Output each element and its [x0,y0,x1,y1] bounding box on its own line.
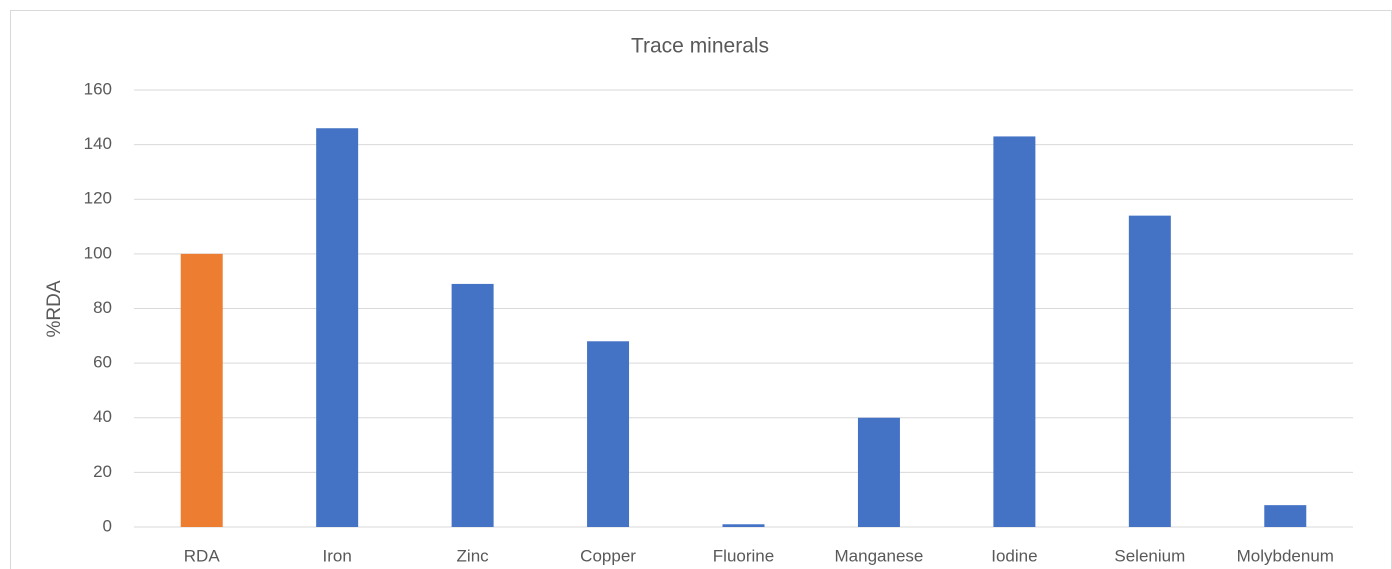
bar [587,341,630,527]
bar [180,253,223,527]
y-tick-label: 120 [84,189,112,208]
x-tick-label: Manganese [835,546,924,565]
y-tick-label: 80 [93,298,112,317]
bar [722,524,765,527]
x-tick-label: Zinc [457,546,490,565]
x-tick-label: Molybdenum [1237,546,1334,565]
x-tick-label: Iodine [991,546,1037,565]
y-tick-label: 160 [84,79,112,98]
x-tick-label: Iron [323,546,352,565]
y-tick-label: 0 [103,516,112,535]
x-tick-label: Selenium [1114,546,1185,565]
y-axis-label: %RDA [44,280,65,337]
x-tick-label: Copper [580,546,636,565]
y-tick-label: 60 [93,353,112,372]
y-tick-label: 140 [84,134,112,153]
y-tick-label: 100 [84,243,112,262]
x-tick-label: Fluorine [713,546,774,565]
bar [1264,505,1307,527]
x-tick-label: RDA [184,546,221,565]
chart-title: Trace minerals [631,35,769,58]
bar [993,136,1036,527]
bar [1128,215,1171,527]
y-tick-label: 20 [93,462,112,481]
bar [451,283,494,527]
bar [857,417,900,527]
bar [316,128,359,528]
y-tick-label: 40 [93,407,112,426]
